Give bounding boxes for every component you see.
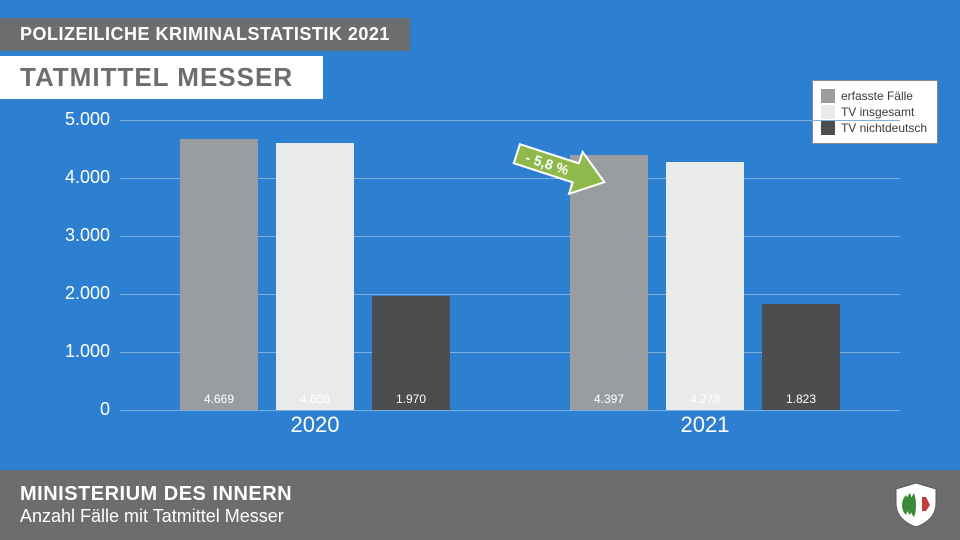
legend-label: erfasste Fälle	[841, 89, 913, 103]
bar-value-label: 4.397	[570, 392, 648, 406]
bar-value-label: 1.970	[372, 392, 450, 406]
y-tick-label: 2.000	[60, 283, 110, 304]
legend-row: erfasste Fälle	[821, 89, 927, 103]
legend-swatch	[821, 89, 835, 103]
nrw-logo	[892, 481, 940, 529]
title-band: TATMITTEL MESSER	[0, 56, 323, 99]
change-arrow: - 5,8 %	[505, 138, 615, 213]
legend-label: TV insgesamt	[841, 105, 914, 119]
bar: 4.669	[180, 139, 258, 410]
y-tick-label: 5.000	[60, 109, 110, 130]
bar: 4.278	[666, 162, 744, 410]
y-tick-label: 4.000	[60, 167, 110, 188]
bar: 4.608	[276, 143, 354, 410]
footer-line2: Anzahl Fälle mit Tatmittel Messer	[20, 506, 292, 527]
chart-area: 01.0002.0003.0004.0005.000 4.6694.6081.9…	[60, 120, 900, 440]
page: POLIZEILICHE KRIMINALSTATISTIK 2021 TATM…	[0, 0, 960, 540]
bar: 1.823	[762, 304, 840, 410]
bar-value-label: 4.278	[666, 392, 744, 406]
bar-value-label: 1.823	[762, 392, 840, 406]
bar-value-label: 4.608	[276, 392, 354, 406]
group-label: 2021	[570, 412, 840, 438]
footer-text: MINISTERIUM DES INNERN Anzahl Fälle mit …	[20, 483, 292, 527]
title-text: TATMITTEL MESSER	[20, 62, 293, 92]
footer: MINISTERIUM DES INNERN Anzahl Fälle mit …	[0, 470, 960, 540]
gridline	[120, 410, 900, 411]
y-tick-label: 0	[60, 399, 110, 420]
footer-line1: MINISTERIUM DES INNERN	[20, 483, 292, 506]
bar-value-label: 4.669	[180, 392, 258, 406]
gridline	[120, 120, 900, 121]
y-tick-label: 3.000	[60, 225, 110, 246]
group-label: 2020	[180, 412, 450, 438]
plot-area: 4.6694.6081.97020204.3974.2781.8232021 -…	[120, 120, 900, 410]
y-tick-label: 1.000	[60, 341, 110, 362]
header-band: POLIZEILICHE KRIMINALSTATISTIK 2021	[0, 18, 410, 51]
header-text: POLIZEILICHE KRIMINALSTATISTIK 2021	[20, 24, 390, 44]
legend-row: TV insgesamt	[821, 105, 927, 119]
bar: 1.970	[372, 296, 450, 410]
legend-swatch	[821, 105, 835, 119]
